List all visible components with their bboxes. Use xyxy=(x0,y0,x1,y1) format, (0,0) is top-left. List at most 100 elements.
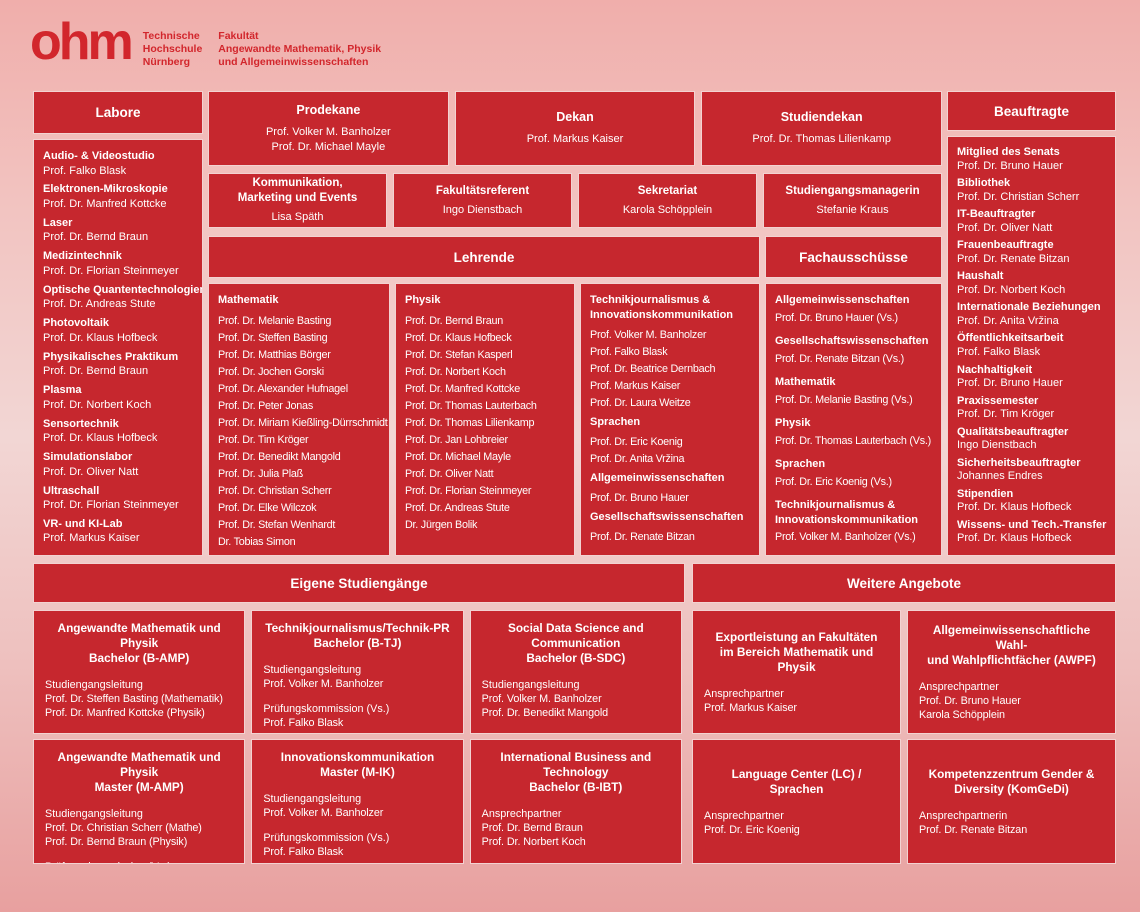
person-name: Prof. Dr. Steffen Basting (Mathematik) xyxy=(45,693,223,705)
program-title: International Business and Technology Ba… xyxy=(500,750,652,794)
person-name: Prof. Dr. Florian Steinmeyer xyxy=(405,484,532,497)
committee-group: Physik Prof. Dr. Thomas Lauterbach (Vs.) xyxy=(775,416,932,450)
offer-sections: Ansprechpartner Prof. Dr. Bruno Hauer Kar… xyxy=(919,680,1104,722)
labore-item: Medizintechnik Prof. Dr. Florian Steinme… xyxy=(43,249,193,278)
program-title: Social Data Science and Communication Ba… xyxy=(507,621,644,665)
person-name: Prof. Falko Blask xyxy=(263,717,344,729)
office-person: Prof. Dr. Bruno Hauer xyxy=(957,159,1063,172)
beauftragte-item: Wissens- und Tech.-Transfer Prof. Dr. Kl… xyxy=(957,519,1106,546)
committee-group: Gesellschaftswissenschaften Prof. Dr. Re… xyxy=(775,334,932,368)
fakultaetsreferent-box: Fakultätsreferent Ingo Dienstbach xyxy=(393,173,572,228)
subject-header: Mathematik xyxy=(218,294,279,306)
committee-header: Technikjournalismus & Innovationskommuni… xyxy=(775,499,919,526)
offer-box-language-center: Language Center (LC) / Sprachen Ansprech… xyxy=(692,739,901,864)
person-name: Prof. Dr. Bernd Braun xyxy=(481,822,583,834)
program-sections: Ansprechpartner Prof. Dr. Bernd Braun Pro… xyxy=(482,807,670,849)
lab-person: Prof. Dr. Bernd Braun xyxy=(43,231,149,244)
fachausschuesse-header: Fachausschüsse xyxy=(765,236,942,278)
lab-name: VR- und KI-Lab xyxy=(43,517,123,530)
section-people: Prof. Dr. Eric Koenig xyxy=(704,823,889,837)
person-name: Karola Schöpplein xyxy=(919,708,1005,721)
committee-people: Prof. Dr. Renate Bitzan (Vs.) xyxy=(775,351,932,368)
subject-header: Physik xyxy=(405,294,441,306)
lab-person: Prof. Falko Blask xyxy=(43,164,127,177)
committee-people: Prof. Dr. Thomas Lauterbach (Vs.) xyxy=(775,433,932,450)
section-label: Ansprechpartner xyxy=(704,687,784,700)
program-title: Technikjournalismus/Technik-PR Bachelor … xyxy=(265,621,450,650)
subject-group: Sprachen Prof. Dr. Eric Koenig Prof. Dr. … xyxy=(590,415,750,469)
subject-group: Allgemeinwissenschaften Prof. Dr. Bruno … xyxy=(590,471,750,508)
program-section: Prüfungskommission (Vs.) Prof. Dr. Elke … xyxy=(45,731,233,733)
subject-header: Allgemeinwissenschaften xyxy=(590,471,725,484)
offer-title: Exportleistung an Fakultäten im Bereich … xyxy=(715,629,878,674)
person-name: Prof. Dr. Beatrice Dernbach xyxy=(590,363,716,375)
lab-name: Elektronen-Mikroskopie xyxy=(43,183,168,196)
person-name: Prof. Dr. Steffen Basting xyxy=(218,331,328,344)
person-name: Prof. Dr. Laura Weitze xyxy=(590,397,691,409)
committee-people: Prof. Dr. Melanie Basting (Vs.) xyxy=(775,392,932,409)
sekretariat-box: Sekretariat Karola Schöpplein xyxy=(578,173,757,228)
lab-person: Prof. Dr. Norbert Koch xyxy=(43,398,152,411)
person-name: Prof. Volker M. Banholzer xyxy=(263,807,384,819)
labore-item: Photovoltaik Prof. Dr. Klaus Hofbeck xyxy=(43,316,193,345)
person-name: Prof. Dr. Jochen Gorski xyxy=(218,365,324,378)
lehrende-col-tj: Technikjournalismus & Innovationskommuni… xyxy=(580,283,760,556)
person-name: Prof. Markus Kaiser xyxy=(704,701,797,714)
section-label: Prüfungskommission (Vs.) xyxy=(482,731,670,733)
person-name: Prof. Dr. Michael Mayle xyxy=(271,140,386,153)
lehrende-title: Lehrende xyxy=(453,249,515,265)
lab-person: Prof. Dr. Florian Steinmeyer xyxy=(43,499,179,512)
section-label: Ansprechpartner xyxy=(704,809,784,822)
person-name: Prof. Dr. Norbert Koch xyxy=(405,365,506,378)
person-name: Dr. Tobias Simon xyxy=(218,535,296,548)
lab-name: Laser xyxy=(43,216,73,229)
person-name: Karola Schöpplein xyxy=(622,203,713,216)
person-name: Prof. Dr. Jan Lohbreier xyxy=(405,433,508,446)
program-box-mamp: Angewandte Mathematik und Physik Master … xyxy=(33,739,246,864)
committee-header: Allgemeinwissenschaften xyxy=(775,294,910,306)
lab-name: Sensortechnik xyxy=(43,417,119,430)
program-sections: Studiengangsleitung Prof. Volker M. Banh… xyxy=(481,678,670,733)
person-name: Prof. Dr. Anita Vržina xyxy=(590,453,685,465)
labore-item: VR- und KI-Lab Prof. Markus Kaiser xyxy=(43,517,193,546)
program-sections: Studiengangsleitung Prof. Volker M. Banh… xyxy=(263,663,451,730)
person-name: Prof. Dr. Stefan Wenhardt xyxy=(218,518,336,531)
beauftragte-item: Frauenbeauftragte Prof. Dr. Renate Bitza… xyxy=(957,239,1106,266)
beauftragte-item: Qualitätsbeauftragter Ingo Dienstbach xyxy=(957,426,1106,453)
person-name: Prof. Dr. Manfred Kottcke (Physik) xyxy=(45,707,205,719)
section-label: Studiengangsleitung xyxy=(263,793,362,805)
office-person: Johannes Endres xyxy=(957,470,1043,483)
person-name: Prof. Dr. Stefan Kasperl xyxy=(405,348,513,361)
section-label: Prüfungskommission (Vs.) xyxy=(263,703,390,715)
beauftragte-item: IT-Beauftragter Prof. Dr. Oliver Natt xyxy=(957,208,1106,235)
section-people: Prof. Falko Blask xyxy=(263,845,451,859)
lab-name: Simulationslabor xyxy=(43,451,133,464)
section-people: Prof. Dr. Steffen Basting (Mathematik) Pr… xyxy=(45,692,233,720)
office-name: Praxissemester xyxy=(957,394,1039,407)
lab-person: Prof. Dr. Florian Steinmeyer xyxy=(43,264,179,277)
beauftragte-item: Öffentlichkeitsarbeit Prof. Falko Blask xyxy=(957,332,1106,359)
labore-title: Labore xyxy=(95,105,141,120)
offer-section: Ansprechpartner Prof. Dr. Eric Koenig xyxy=(704,809,889,837)
subject-people: Prof. Dr. Bernd Braun Prof. Dr. Klaus Hof… xyxy=(405,313,565,534)
offer-section: Ansprechpartner Prof. Dr. Bruno Hauer Kar… xyxy=(919,680,1104,722)
person-name: Prof. Volker M. Banholzer (Vs.) xyxy=(775,531,916,543)
person-name: Prof. Markus Kaiser xyxy=(590,380,681,392)
person-name: Prof. Volker M. Banholzer xyxy=(590,329,707,341)
studiengangsmanagerin-people: Stefanie Kraus xyxy=(816,203,888,218)
subject-people: Prof. Dr. Renate Bitzan xyxy=(590,529,750,546)
sekretariat-title: Sekretariat xyxy=(637,184,698,197)
section-people: Prof. Falko Blask xyxy=(263,716,451,730)
beauftragte-item: Sicherheitsbeauftragter Johannes Endres xyxy=(957,457,1106,484)
lehrende-col-mathematik: Mathematik Prof. Dr. Melanie Basting Prof… xyxy=(208,283,390,556)
office-name: Sicherheitsbeauftragter xyxy=(957,456,1081,469)
person-name: Prof. Dr. Julia Plaß xyxy=(218,467,304,480)
office-name: Wissens- und Tech.-Transfer xyxy=(957,518,1107,531)
offer-sections: Ansprechpartner Prof. Dr. Eric Koenig xyxy=(704,809,889,837)
lab-name: Physikalisches Praktikum xyxy=(43,350,179,363)
labore-item: Plasma Prof. Dr. Norbert Koch xyxy=(43,383,193,412)
person-name: Prof. Dr. Benedikt Mangold xyxy=(481,707,609,719)
lab-name: Ultraschall xyxy=(43,484,100,497)
beauftragte-title: Beauftragte xyxy=(993,103,1069,119)
beauftragte-item: Haushalt Prof. Dr. Norbert Koch xyxy=(957,270,1106,297)
